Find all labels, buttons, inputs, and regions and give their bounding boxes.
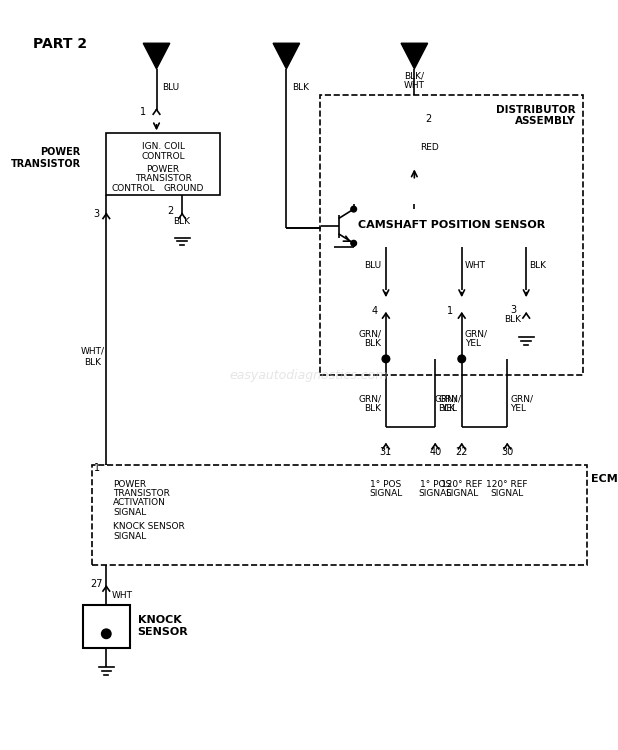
Text: WHT/: WHT/ xyxy=(81,346,105,355)
Text: SIGNAL: SIGNAL xyxy=(491,489,524,498)
Text: YEL: YEL xyxy=(510,404,526,412)
Text: 4: 4 xyxy=(371,307,378,316)
Text: KNOCK SENSOR: KNOCK SENSOR xyxy=(113,522,185,531)
Text: ASSEMBLY: ASSEMBLY xyxy=(515,116,575,126)
Bar xyxy=(92,465,587,565)
Text: 120° REF: 120° REF xyxy=(441,479,483,488)
Text: BLK: BLK xyxy=(529,262,546,271)
Text: TRANSISTOR: TRANSISTOR xyxy=(11,158,81,169)
Text: C: C xyxy=(409,49,420,62)
Text: ACTIVATION: ACTIVATION xyxy=(113,499,166,508)
Text: CONTROL: CONTROL xyxy=(142,152,185,160)
Text: 3: 3 xyxy=(94,209,100,219)
Text: A: A xyxy=(151,49,162,62)
Text: BLK: BLK xyxy=(364,404,381,412)
Text: WHT: WHT xyxy=(112,591,133,600)
Text: SIGNAL: SIGNAL xyxy=(445,489,478,498)
Text: 3: 3 xyxy=(510,304,516,314)
Text: 2: 2 xyxy=(167,206,174,216)
Text: CONTROL: CONTROL xyxy=(111,184,154,193)
Bar xyxy=(83,605,130,648)
Text: BLK: BLK xyxy=(438,404,455,412)
Text: YEL: YEL xyxy=(441,404,457,412)
Text: KNOCK: KNOCK xyxy=(138,614,181,625)
Text: SIGNAL: SIGNAL xyxy=(418,489,452,498)
Text: GRN/: GRN/ xyxy=(438,394,461,404)
Text: GRN/: GRN/ xyxy=(465,330,488,339)
Text: WHT: WHT xyxy=(404,82,425,91)
Text: SIGNAL: SIGNAL xyxy=(113,508,146,517)
Bar xyxy=(320,95,583,375)
Text: BLU: BLU xyxy=(364,262,381,271)
Text: 1° POS: 1° POS xyxy=(420,479,451,488)
Text: SIGNAL: SIGNAL xyxy=(113,532,146,541)
Text: 31: 31 xyxy=(380,447,392,457)
Text: GRN/: GRN/ xyxy=(358,394,381,404)
Text: 30: 30 xyxy=(501,447,514,457)
Polygon shape xyxy=(273,44,300,69)
Text: BLK: BLK xyxy=(504,314,522,323)
Text: TRANSISTOR: TRANSISTOR xyxy=(135,174,192,183)
Text: 27: 27 xyxy=(91,580,103,590)
Text: YEL: YEL xyxy=(465,339,481,348)
Text: WHT: WHT xyxy=(465,262,486,271)
Circle shape xyxy=(101,629,111,638)
Text: GRN/: GRN/ xyxy=(510,394,533,404)
Text: 1: 1 xyxy=(140,107,146,118)
Text: DISTRIBUTOR: DISTRIBUTOR xyxy=(496,104,575,115)
Text: GRN/: GRN/ xyxy=(358,330,381,339)
Text: 1: 1 xyxy=(447,307,454,316)
Text: POWER: POWER xyxy=(146,165,180,174)
Text: BLK: BLK xyxy=(292,83,309,92)
Text: SIGNAL: SIGNAL xyxy=(370,489,402,498)
Bar xyxy=(334,204,569,247)
Text: B: B xyxy=(281,49,292,62)
Text: CAMSHAFT POSITION SENSOR: CAMSHAFT POSITION SENSOR xyxy=(358,220,545,230)
Text: GROUND: GROUND xyxy=(164,184,204,193)
Text: BLU: BLU xyxy=(162,83,179,92)
Text: 1° POS: 1° POS xyxy=(370,479,402,488)
Text: 120° REF: 120° REF xyxy=(486,479,528,488)
Text: POWER: POWER xyxy=(40,147,81,158)
Text: 40: 40 xyxy=(429,447,441,457)
Text: GRN/: GRN/ xyxy=(434,394,457,404)
Text: SENSOR: SENSOR xyxy=(138,627,188,637)
Text: PART 2: PART 2 xyxy=(33,37,87,50)
Circle shape xyxy=(351,206,357,212)
Text: easyautodiagnostics.com: easyautodiagnostics.com xyxy=(230,368,388,382)
Circle shape xyxy=(382,355,390,363)
Polygon shape xyxy=(143,44,170,69)
Text: ECM: ECM xyxy=(591,474,617,484)
Text: RED: RED xyxy=(420,143,439,152)
Text: TRANSISTOR: TRANSISTOR xyxy=(113,489,170,498)
Text: BLK: BLK xyxy=(85,358,101,368)
Text: 22: 22 xyxy=(455,447,468,457)
Text: IGN. COIL: IGN. COIL xyxy=(142,142,185,151)
Text: BLK: BLK xyxy=(174,217,190,226)
Text: BLK/: BLK/ xyxy=(404,72,425,81)
Text: 2: 2 xyxy=(426,114,432,124)
Circle shape xyxy=(458,355,465,363)
Polygon shape xyxy=(401,44,428,69)
Text: BLK: BLK xyxy=(364,339,381,348)
Bar xyxy=(106,134,220,195)
Circle shape xyxy=(351,241,357,246)
Text: POWER: POWER xyxy=(113,479,146,488)
Text: 1: 1 xyxy=(94,463,100,473)
